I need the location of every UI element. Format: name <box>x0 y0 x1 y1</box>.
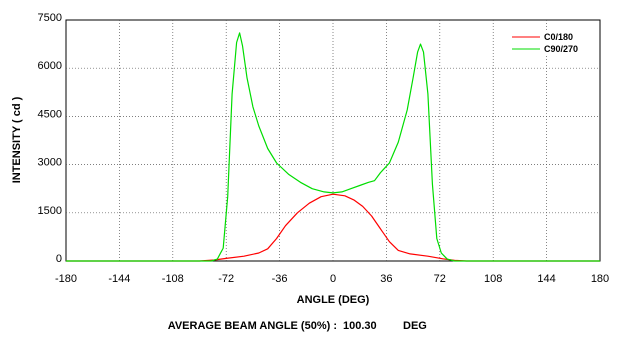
x-tick-label: -36 <box>272 273 288 285</box>
y-tick-label: 6000 <box>38 60 62 72</box>
x-tick-label: 36 <box>380 273 392 285</box>
x-tick-labels: -180 -144 -108 -72 -36 0 36 72 108 144 180 <box>55 273 609 285</box>
x-tick-label: 0 <box>330 273 336 285</box>
legend-label-c90-270: C90/270 <box>544 44 578 54</box>
y-tick-label: 1500 <box>38 205 62 217</box>
x-tick-label: -108 <box>162 273 184 285</box>
legend: C0/180 C90/270 <box>508 30 590 56</box>
y-tick-labels: 0 1500 3000 4500 6000 7500 <box>38 12 62 265</box>
series-lines <box>66 32 600 262</box>
x-axis-label: ANGLE (DEG) <box>297 294 370 306</box>
series-line-c90-270 <box>66 32 600 262</box>
y-tick-label: 7500 <box>38 12 62 24</box>
y-axis-label: INTENSITY ( cd ) <box>11 96 23 183</box>
x-tick-label: -180 <box>55 273 77 285</box>
y-tick-label: 3000 <box>38 157 62 169</box>
legend-label-c0-180: C0/180 <box>544 32 573 42</box>
series-line-c0-180 <box>66 193 600 262</box>
x-tick-label: 108 <box>484 273 502 285</box>
x-tick-label: 180 <box>591 273 609 285</box>
beam-angle-unit: DEG <box>403 320 427 332</box>
y-tick-label: 0 <box>56 253 62 265</box>
grid-lines <box>66 20 600 261</box>
x-tick-label: 72 <box>434 273 446 285</box>
beam-angle-value: 100.30 <box>343 320 377 332</box>
x-tick-label: 144 <box>537 273 555 285</box>
beam-angle-label: AVERAGE BEAM ANGLE (50%) : <box>168 320 337 332</box>
legend-box <box>508 30 590 56</box>
x-tick-label: -144 <box>108 273 130 285</box>
y-tick-label: 4500 <box>38 108 62 120</box>
x-tick-label: -72 <box>218 273 234 285</box>
